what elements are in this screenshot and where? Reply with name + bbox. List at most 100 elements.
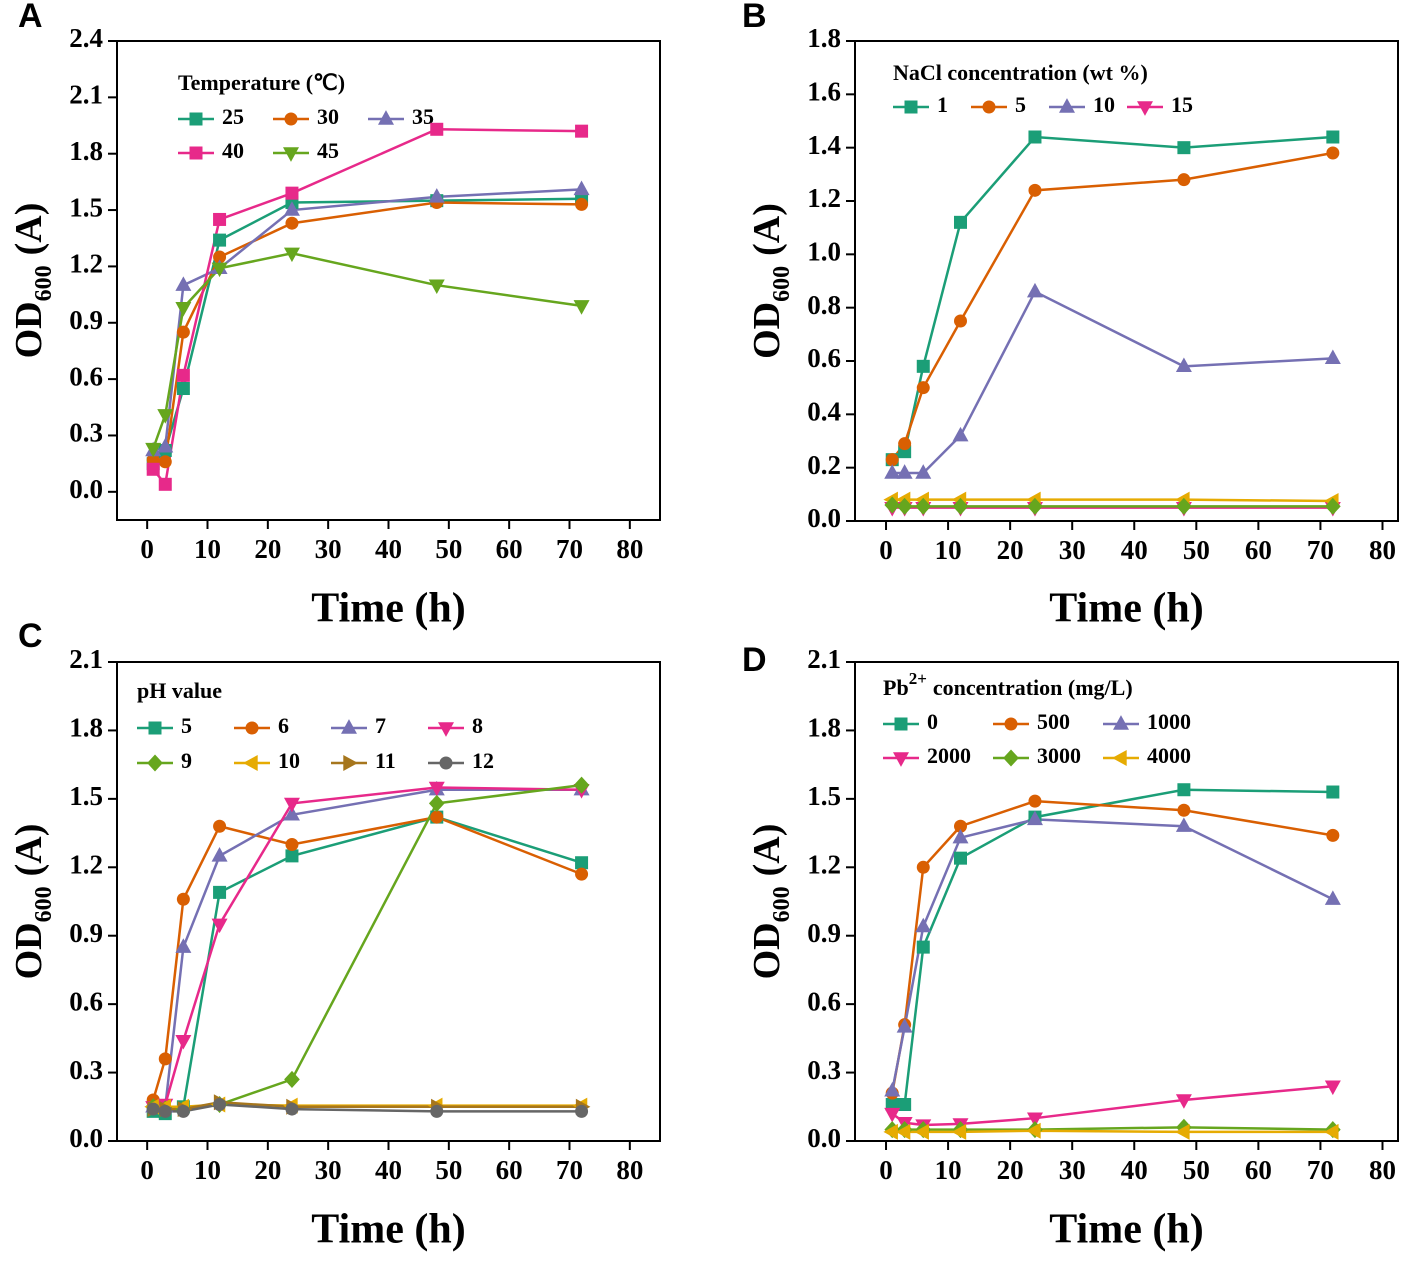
legend-marker xyxy=(148,721,162,735)
marker xyxy=(1028,130,1042,144)
y-axis-title-part: 600 xyxy=(31,265,57,301)
marker xyxy=(158,1104,172,1118)
x-tick-label: 20 xyxy=(254,534,281,564)
y-tick-label: 0.4 xyxy=(807,397,841,427)
y-axis-title-part: 600 xyxy=(769,886,795,922)
series-line xyxy=(152,783,582,1111)
legend-label: 10 xyxy=(1093,92,1115,117)
y-tick-label: 1.2 xyxy=(807,849,841,879)
legend-label: 6 xyxy=(278,713,289,738)
marker xyxy=(158,455,172,469)
legend-marker xyxy=(245,721,259,735)
legend-marker xyxy=(893,752,909,767)
marker xyxy=(211,262,228,278)
legend-title-part: concentration (mg/L) xyxy=(933,675,1133,700)
marker xyxy=(430,810,444,824)
panel: A 0 10 20 30 40 50 60 70 80 0.0 0.3 0.6 0.9 1.2 1.5 1.8 2… xyxy=(8,0,661,632)
y-axis-title-part: OD xyxy=(746,302,788,359)
legend-title: Pb2+ concentration (mg/L) xyxy=(883,669,1133,700)
y-axis-title-part: OD xyxy=(746,922,788,979)
marker xyxy=(1326,785,1340,799)
marker xyxy=(951,1123,967,1140)
legend-marker xyxy=(894,717,908,731)
marker xyxy=(1177,803,1191,817)
marker xyxy=(175,276,192,291)
legend-label: 1 xyxy=(937,92,948,117)
x-tick-label: 50 xyxy=(435,534,462,564)
marker xyxy=(915,917,932,933)
y-axis-title: OD600 (A) xyxy=(746,203,795,359)
marker xyxy=(175,302,192,317)
marker xyxy=(283,247,300,263)
marker xyxy=(575,1104,589,1118)
legend-marker xyxy=(189,146,203,160)
y-tick-label: 1.2 xyxy=(69,849,103,879)
y-tick-label: 0.8 xyxy=(807,290,841,320)
y-tick-label: 0.3 xyxy=(69,1055,103,1085)
y-tick-label: 0.0 xyxy=(69,474,103,504)
x-tick-label: 40 xyxy=(1121,535,1148,565)
legend-title-part: Temperature (℃) xyxy=(178,70,345,95)
marker xyxy=(916,359,930,373)
y-tick-label: 1.8 xyxy=(69,713,103,743)
marker xyxy=(157,409,174,424)
marker xyxy=(575,867,589,881)
marker xyxy=(158,1052,172,1066)
marker xyxy=(213,233,227,247)
x-tick-label: 70 xyxy=(556,1155,583,1185)
marker xyxy=(146,462,160,476)
marker xyxy=(1175,1094,1192,1109)
marker xyxy=(285,837,299,851)
y-axis-title-part: OD xyxy=(8,922,50,979)
y-tick-label: 0.0 xyxy=(807,503,841,533)
marker xyxy=(1177,783,1191,797)
marker xyxy=(175,938,192,953)
marker xyxy=(176,892,190,906)
marker xyxy=(211,918,228,934)
legend-marker xyxy=(1004,717,1018,731)
x-tick-label: 10 xyxy=(194,534,221,564)
marker xyxy=(915,464,932,479)
y-tick-label: 1.8 xyxy=(807,23,841,53)
marker xyxy=(285,1102,299,1116)
plot-frame xyxy=(854,40,1399,522)
marker xyxy=(1026,810,1043,826)
x-tick-label: 20 xyxy=(997,535,1024,565)
y-axis-title-part: OD xyxy=(8,301,50,358)
y-tick-label: 0.6 xyxy=(807,986,841,1016)
y-axis-title-part: 600 xyxy=(769,266,795,302)
y-tick-label: 1.8 xyxy=(807,713,841,743)
x-tick-label: 40 xyxy=(375,534,402,564)
marker xyxy=(1026,1112,1043,1128)
x-tick-label: 30 xyxy=(1059,1155,1086,1185)
x-tick-label: 50 xyxy=(1183,535,1210,565)
marker xyxy=(895,1123,911,1140)
marker xyxy=(428,188,445,203)
y-tick-label: 0.3 xyxy=(807,1055,841,1085)
y-tick-label: 0.2 xyxy=(807,450,841,480)
legend-title-part: pH value xyxy=(137,678,222,703)
y-tick-label: 0.3 xyxy=(69,418,103,448)
y-tick-label: 1.4 xyxy=(807,130,841,160)
marker xyxy=(1324,1080,1341,1096)
series-line xyxy=(891,151,1334,461)
marker xyxy=(1324,1123,1339,1140)
legend-marker xyxy=(147,754,163,772)
y-tick-label: 2.4 xyxy=(69,23,103,53)
marker xyxy=(430,1104,444,1118)
x-tick-label: 80 xyxy=(616,534,643,564)
x-tick-label: 20 xyxy=(254,1155,281,1185)
plot-frame xyxy=(854,661,1399,1142)
marker xyxy=(146,1102,160,1116)
marker xyxy=(1324,890,1341,905)
legend-marker xyxy=(343,755,358,771)
legend-label: 8 xyxy=(472,713,483,738)
marker xyxy=(285,186,299,200)
y-tick-label: 1.5 xyxy=(807,781,841,811)
x-axis-title: Time (h) xyxy=(311,1207,465,1253)
x-axis-title: Time (h) xyxy=(311,586,465,632)
marker xyxy=(428,781,445,797)
x-tick-label: 60 xyxy=(1245,535,1272,565)
legend-marker xyxy=(284,112,298,126)
marker xyxy=(1028,183,1042,197)
